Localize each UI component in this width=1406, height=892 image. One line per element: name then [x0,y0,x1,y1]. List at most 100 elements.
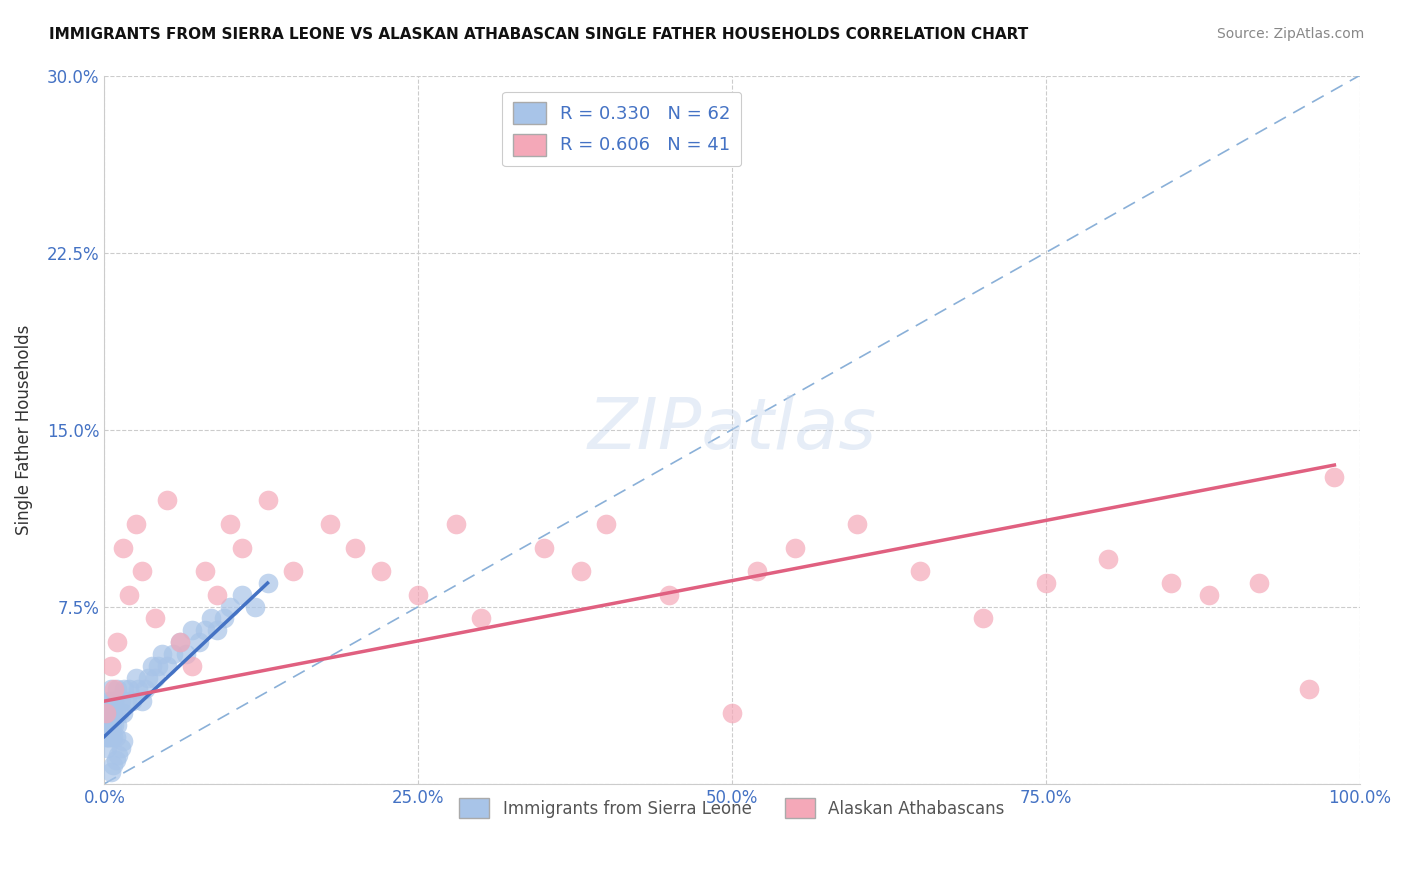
Point [97,706,120,720]
Point [131,564,153,578]
Point [194,564,217,578]
Text: Source: ZipAtlas.com: Source: ZipAtlas.com [1216,27,1364,41]
Point [972,611,994,625]
Point [344,541,367,555]
Point [94,717,117,731]
Point [908,564,931,578]
Point [101,730,124,744]
Point [406,588,429,602]
Point [141,658,163,673]
Point [181,658,204,673]
Point [143,611,166,625]
Point [156,493,179,508]
Point [118,682,141,697]
Point [112,541,135,555]
Point [134,682,156,697]
Point [136,671,159,685]
Point [97,730,120,744]
Point [243,599,266,614]
Text: IMMIGRANTS FROM SIERRA LEONE VS ALASKAN ATHABASCAN SINGLE FATHER HOUSEHOLDS CORR: IMMIGRANTS FROM SIERRA LEONE VS ALASKAN … [49,27,1028,42]
Point [1323,470,1346,484]
Point [103,682,125,697]
Point [108,706,131,720]
Point [219,517,242,532]
Point [101,757,124,772]
Point [104,730,127,744]
Point [745,564,768,578]
Point [112,734,135,748]
Point [98,717,121,731]
Point [187,635,209,649]
Text: ZIPatlas: ZIPatlas [588,395,876,464]
Point [100,706,122,720]
Point [1249,576,1271,591]
Point [98,730,121,744]
Point [105,682,128,697]
Point [96,730,118,744]
Point [105,717,128,731]
Point [121,694,143,708]
Point [101,717,124,731]
Point [94,706,117,720]
Point [104,753,127,767]
Point [533,541,555,555]
Point [595,517,617,532]
Point [96,741,118,756]
Y-axis label: Single Father Households: Single Father Households [15,325,32,535]
Point [114,682,136,697]
Point [103,694,125,708]
Point [569,564,592,578]
Point [846,517,869,532]
Point [370,564,392,578]
Point [107,748,129,763]
Point [174,647,197,661]
Point [118,588,141,602]
Point [181,624,204,638]
Point [115,694,138,708]
Point [94,706,117,720]
Point [96,717,118,731]
Point [256,576,278,591]
Legend: Immigrants from Sierra Leone, Alaskan Athabascans: Immigrants from Sierra Leone, Alaskan At… [453,791,1011,825]
Point [194,624,217,638]
Point [156,658,179,673]
Point [658,588,681,602]
Point [100,730,122,744]
Point [100,658,122,673]
Point [281,564,304,578]
Point [200,611,222,625]
Point [721,706,744,720]
Point [1160,576,1182,591]
Point [162,647,184,661]
Point [169,635,191,649]
Point [1097,552,1119,566]
Point [104,706,127,720]
Point [125,517,148,532]
Point [219,599,242,614]
Point [105,635,128,649]
Point [470,611,492,625]
Point [97,717,120,731]
Point [125,671,148,685]
Point [207,624,229,638]
Point [444,517,467,532]
Point [100,682,122,697]
Point [110,694,132,708]
Point [783,541,806,555]
Point [1198,588,1220,602]
Point [94,730,117,744]
Point [131,694,153,708]
Point [100,764,122,779]
Point [110,741,132,756]
Point [148,658,170,673]
Point [319,517,342,532]
Point [207,588,229,602]
Point [103,717,125,731]
Point [1035,576,1057,591]
Point [96,706,118,720]
Point [1298,682,1320,697]
Point [112,706,135,720]
Point [212,611,235,625]
Point [143,671,166,685]
Point [98,694,121,708]
